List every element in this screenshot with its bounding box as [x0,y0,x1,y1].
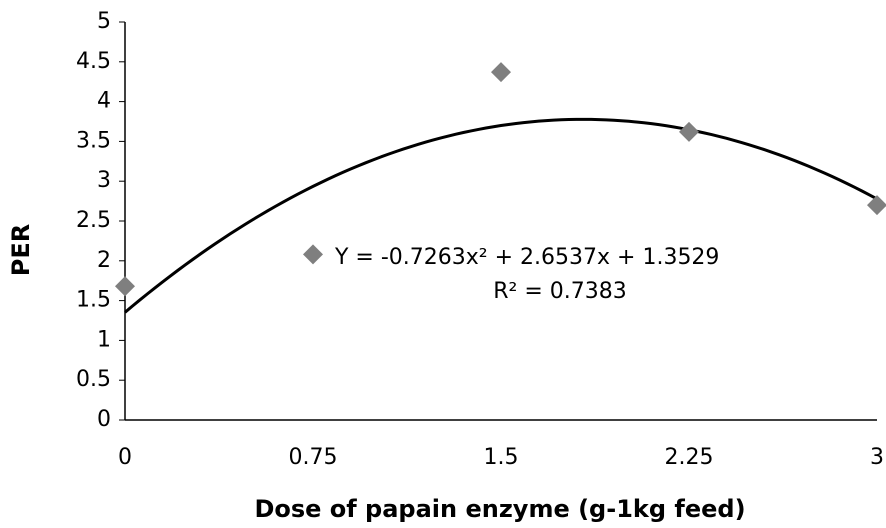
x-axis-title: Dose of papain enzyme (g-1kg feed) [254,495,745,523]
y-tick-label: 3.5 [76,128,111,153]
data-point [303,244,323,265]
trend-r-squared: R² = 0.7383 [493,279,627,304]
data-point [115,276,135,297]
y-axis-title: PER [7,224,35,276]
data-point [679,121,699,142]
y-tick-label: 2.5 [76,208,111,233]
y-tick-label: 0 [97,407,111,432]
y-tick-label: 1 [97,327,111,352]
x-tick-label: 2.25 [665,445,714,470]
trendline [124,117,878,314]
y-tick-label: 5 [97,9,111,34]
data-point [867,195,886,216]
y-tick-label: 1.5 [76,288,111,313]
y-tick-label: 4 [97,89,111,114]
y-tick-label: 3 [97,168,111,193]
x-tick-label: 0 [118,445,132,470]
x-tick-label: 0.75 [289,445,338,470]
data-point [491,62,511,83]
y-tick-label: 2 [97,248,111,273]
trend-equation: Y = -0.7263x² + 2.6537x + 1.3529 [334,245,719,270]
y-tick-label: 4.5 [76,49,111,74]
x-tick-label: 3 [870,445,884,470]
x-tick-label: 1.5 [484,445,519,470]
y-tick-label: 0.5 [76,367,111,392]
